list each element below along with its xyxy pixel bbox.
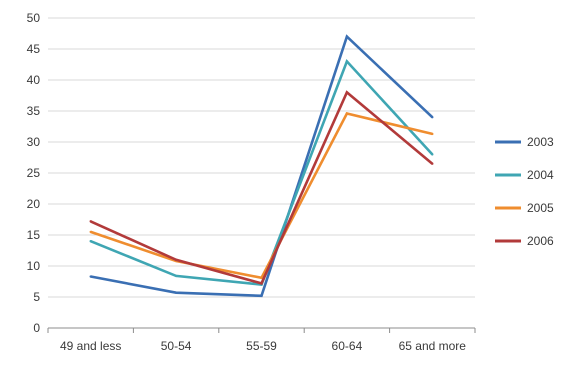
axes (48, 328, 475, 333)
series-line-2003 (91, 37, 433, 296)
gridlines (48, 18, 475, 297)
data-point (90, 231, 92, 233)
data-point (90, 275, 92, 277)
y-tick-label: 30 (27, 135, 41, 149)
x-tick-label: 55-59 (246, 339, 277, 353)
data-point (431, 133, 433, 135)
data-point (346, 60, 348, 62)
data-point (431, 116, 433, 118)
legend: 2003 2004 2005 2006 (495, 135, 554, 248)
y-tick-label: 25 (27, 166, 41, 180)
x-tick-label: 50-54 (161, 339, 192, 353)
data-point (260, 282, 262, 284)
data-point (90, 220, 92, 222)
y-tick-label: 45 (27, 42, 41, 56)
legend-label: 2006 (527, 234, 554, 248)
data-point (346, 35, 348, 37)
y-tick-label: 5 (33, 290, 40, 304)
y-tick-label: 50 (27, 11, 41, 25)
data-point (175, 259, 177, 261)
x-tick-label: 49 and less (60, 339, 121, 353)
y-tick-label: 10 (27, 259, 41, 273)
x-axis-ticks: 49 and less 50-54 55-59 60-64 65 and more (60, 339, 466, 353)
data-point (346, 91, 348, 93)
series-line-2006 (91, 92, 433, 283)
data-point (260, 295, 262, 297)
y-tick-label: 15 (27, 228, 41, 242)
data-point (175, 291, 177, 293)
data-point (90, 240, 92, 242)
series-line-2005 (91, 114, 433, 278)
data-point (175, 275, 177, 277)
data-point (431, 163, 433, 165)
data-point (346, 112, 348, 114)
legend-label: 2004 (527, 168, 554, 182)
y-tick-label: 40 (27, 73, 41, 87)
x-tick-label: 60-64 (332, 339, 363, 353)
legend-label: 2005 (527, 201, 554, 215)
y-axis-ticks: 0 5 10 15 20 25 30 35 40 45 50 (27, 11, 41, 335)
plot-series (90, 35, 434, 297)
y-tick-label: 0 (33, 321, 40, 335)
y-tick-label: 20 (27, 197, 41, 211)
legend-label: 2003 (527, 135, 554, 149)
y-tick-label: 35 (27, 104, 41, 118)
data-point (431, 153, 433, 155)
x-tick-label: 65 and more (399, 339, 467, 353)
